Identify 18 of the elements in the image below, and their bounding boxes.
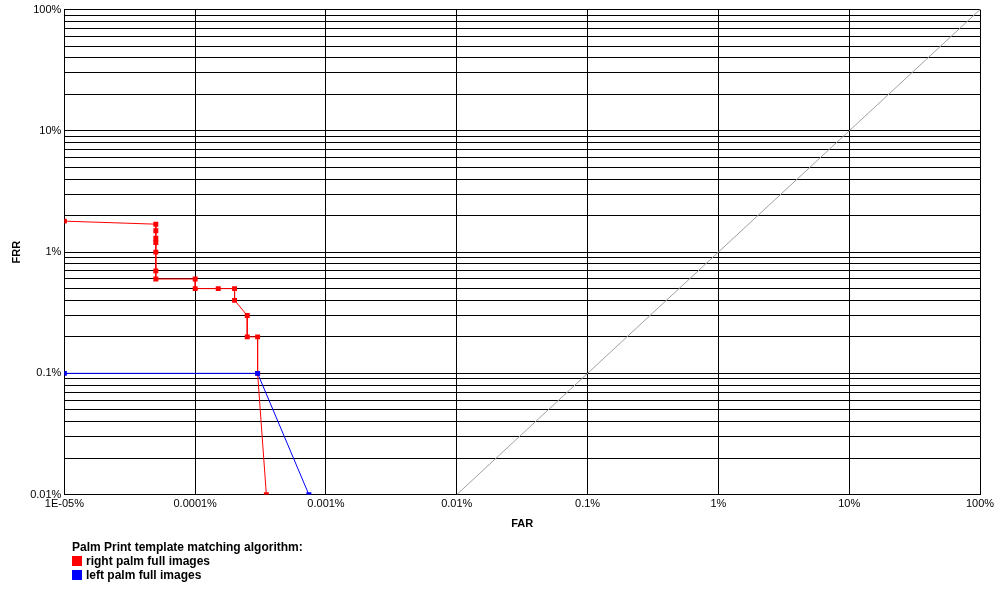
legend-label: right palm full images (86, 554, 211, 568)
y-tick-label: 0.01% (30, 487, 62, 500)
legend-title: Palm Print template matching algorithm: (72, 540, 303, 554)
x-tick-label: 10% (838, 497, 861, 510)
x-tick-label: 0.001% (307, 497, 345, 510)
x-tick-label: 0.1% (575, 497, 601, 510)
x-tick-label: 100% (965, 497, 995, 510)
y-axis-title: FRR (9, 240, 22, 264)
y-tick-label: 1% (45, 245, 62, 258)
x-tick-label: 0.0001% (173, 497, 218, 510)
y-tick-label: 0.1% (36, 366, 62, 379)
y-tick-label: 10% (39, 123, 62, 136)
x-tick-label: 1E-05% (44, 497, 85, 510)
x-tick-label: 0.01% (441, 497, 473, 510)
x-tick-label: 1% (710, 497, 727, 510)
x-axis-title: FAR (511, 517, 534, 530)
legend-label: left palm full images (86, 568, 202, 582)
y-tick-label: 100% (33, 2, 62, 15)
